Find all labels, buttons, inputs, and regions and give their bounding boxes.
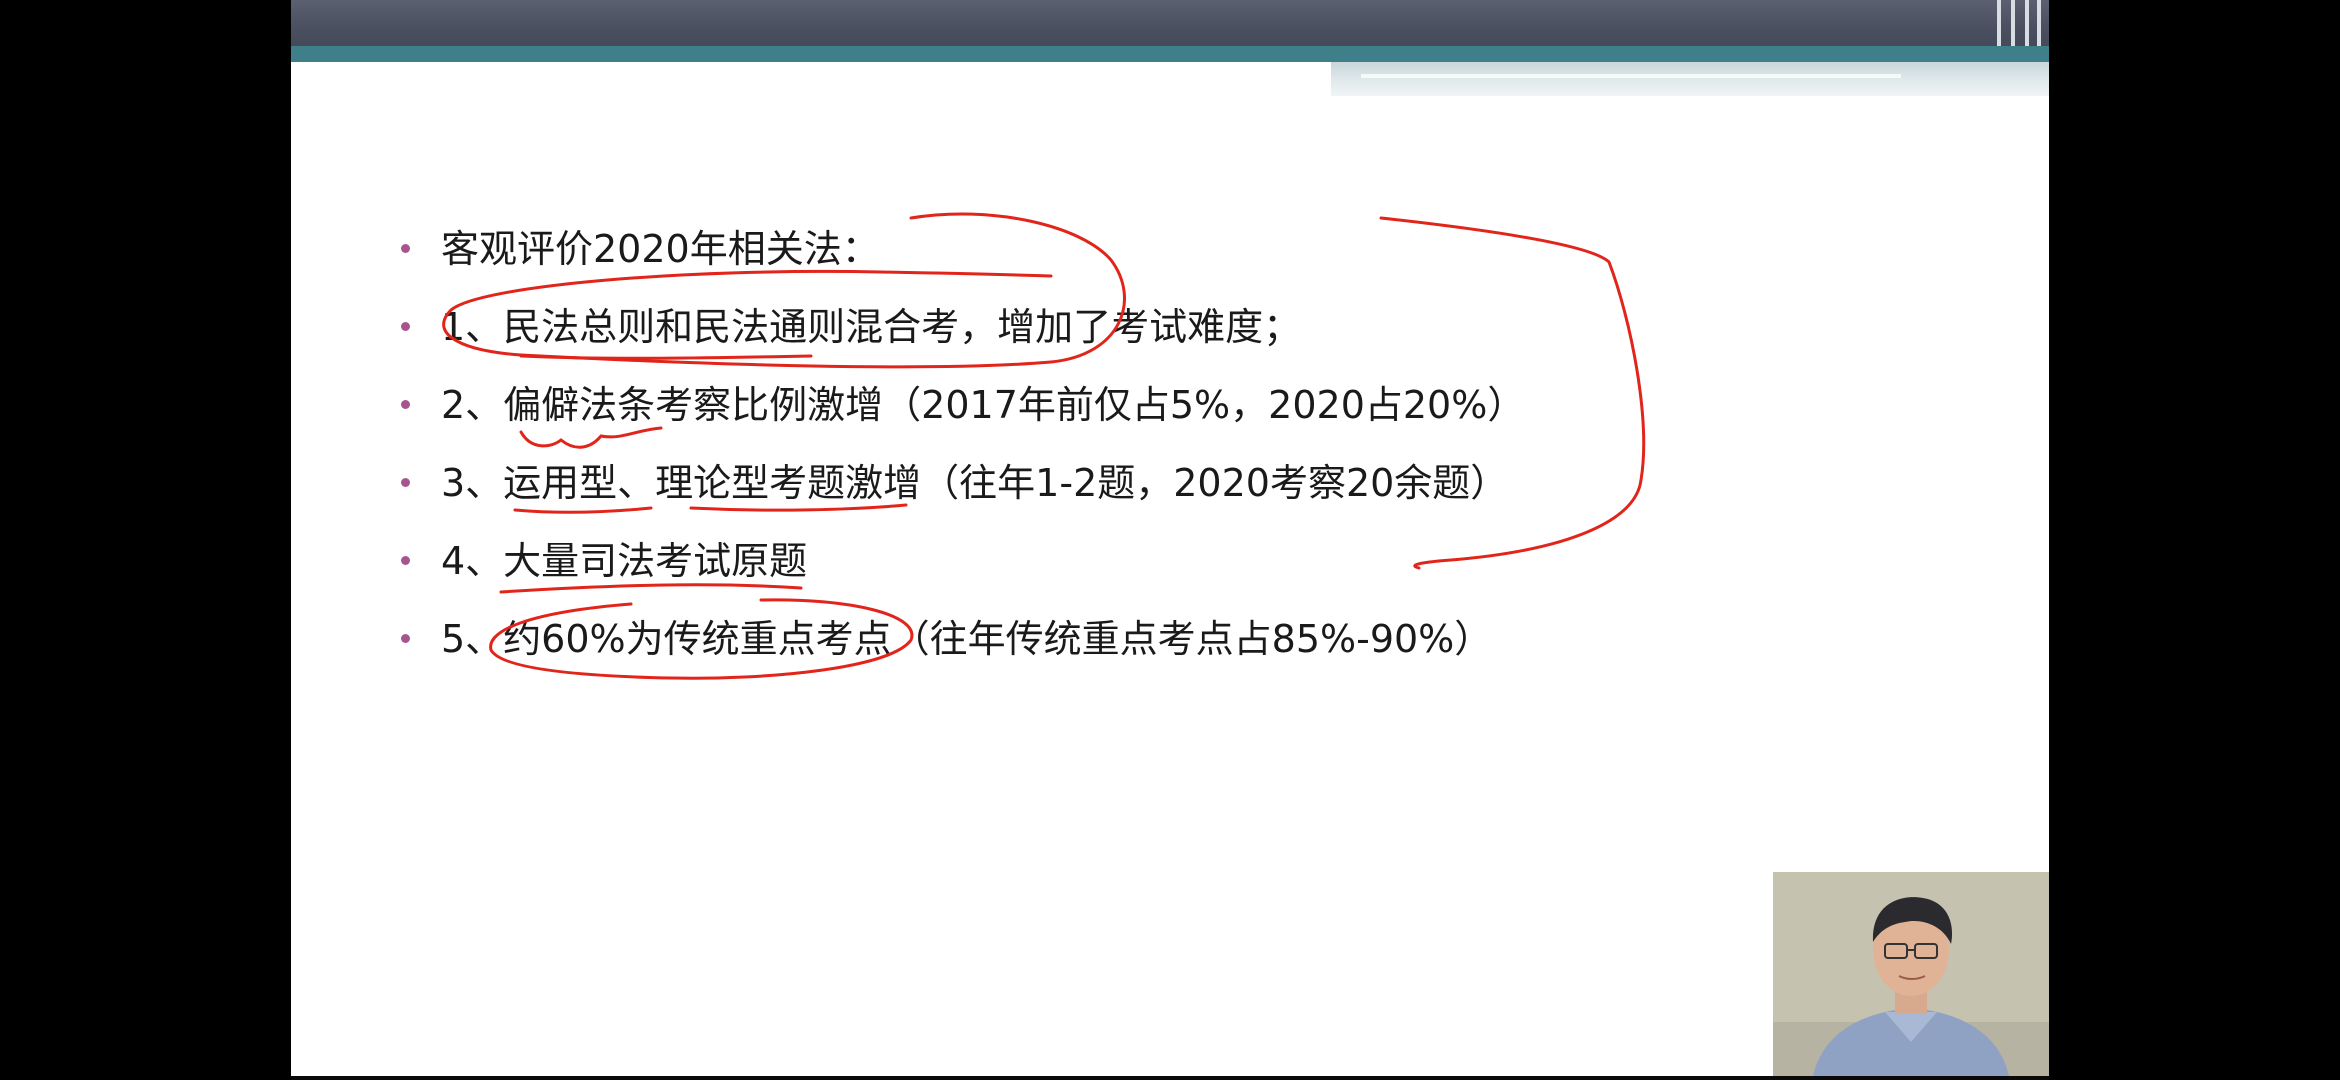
bullet-dot-icon bbox=[401, 400, 410, 409]
bullet-dot-icon bbox=[401, 634, 410, 643]
bullet-text: 3、运用型、理论型考题激增（往年1-2题，2020考察20余题） bbox=[441, 461, 1509, 505]
bullet-text: 4、大量司法考试原题 bbox=[441, 539, 808, 583]
bullet-dot-icon bbox=[401, 322, 410, 331]
presenter-figure bbox=[1773, 872, 2049, 1076]
bullet-dot-icon bbox=[401, 478, 410, 487]
slide-header-bar bbox=[291, 0, 2049, 46]
bullet-text: 1、民法总则和民法通则混合考，增加了考试难度； bbox=[441, 305, 1302, 349]
bullet-item: 5、约60%为传统重点考点（往年传统重点考点占85%-90%） bbox=[401, 600, 1901, 678]
bullet-dot-icon bbox=[401, 556, 410, 565]
bullet-item: 2、偏僻法条考察比例激增（2017年前仅占5%，2020占20%） bbox=[401, 366, 1901, 444]
presentation-slide: 客观评价2020年相关法： 1、民法总则和民法通则混合考，增加了考试难度； 2、… bbox=[291, 0, 2049, 1076]
bottom-edge bbox=[291, 1076, 2049, 1080]
bullet-list: 客观评价2020年相关法： 1、民法总则和民法通则混合考，增加了考试难度； 2、… bbox=[401, 210, 1901, 678]
bullet-item: 4、大量司法考试原题 bbox=[401, 522, 1901, 600]
bullet-item: 1、民法总则和民法通则混合考，增加了考试难度； bbox=[401, 288, 1901, 366]
slide-accent-band-light bbox=[1331, 62, 2049, 96]
bullet-text: 2、偏僻法条考察比例激增（2017年前仅占5%，2020占20%） bbox=[441, 383, 1526, 427]
bullet-text: 客观评价2020年相关法： bbox=[441, 227, 880, 271]
bullet-text: 5、约60%为传统重点考点（往年传统重点考点占85%-90%） bbox=[441, 617, 1493, 661]
bullet-item: 3、运用型、理论型考题激增（往年1-2题，2020考察20余题） bbox=[401, 444, 1901, 522]
presenter-video bbox=[1773, 872, 2049, 1076]
bullet-dot-icon bbox=[401, 244, 410, 253]
bullet-item: 客观评价2020年相关法： bbox=[401, 210, 1901, 288]
slide-accent-band bbox=[291, 46, 2049, 62]
